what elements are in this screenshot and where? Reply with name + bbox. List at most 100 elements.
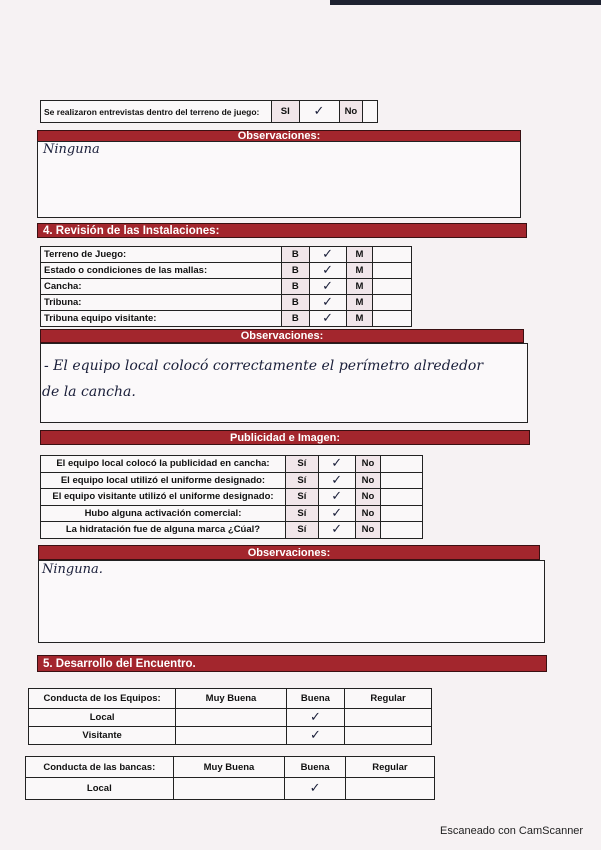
conduct-label: Local — [25, 777, 174, 800]
option-b: B — [281, 294, 310, 311]
installation-row: Tribuna equipo visitante: B ✓ M — [39, 310, 412, 327]
option-m: M — [345, 278, 374, 295]
publicidad-label: El equipo local colocó la publicidad en … — [40, 455, 286, 473]
conduct-checkbox-buena[interactable]: ✓ — [285, 708, 346, 727]
installation-row: Terreno de Juego: B ✓ M — [39, 246, 412, 263]
publicidad-label: El equipo visitante utilizó el uniforme … — [40, 488, 286, 506]
option-m: M — [345, 310, 374, 327]
installation-label: Tribuna: — [39, 294, 283, 311]
option-si: Sí — [284, 455, 319, 473]
conduct-header-row: Conducta de las bancas: Muy Buena Buena Reg… — [25, 756, 436, 778]
option-si: Sí — [284, 504, 319, 522]
publicidad-row: El equipo visitante utilizó el uniforme … — [40, 488, 423, 506]
conduct-row: Local ✓ — [27, 708, 432, 727]
observations-3-box[interactable]: Ninguna. — [38, 560, 545, 643]
observations-3-header: Observaciones: — [38, 545, 540, 560]
m-checkbox[interactable] — [372, 246, 412, 263]
m-checkbox[interactable] — [372, 278, 412, 295]
b-checkbox[interactable]: ✓ — [308, 262, 347, 279]
conduct-header: Conducta de los Equipos: — [27, 688, 177, 709]
conduct-header: Regular — [344, 756, 436, 778]
option-si: Sí — [284, 521, 319, 539]
installations-table: Terreno de Juego: B ✓ M Estado o condiciones… — [39, 246, 412, 327]
interview-no: No — [338, 100, 364, 123]
si-checkbox[interactable]: ✓ — [317, 521, 356, 539]
publicidad-label: Hubo alguna activación comercial: — [40, 504, 286, 522]
option-b: B — [281, 310, 310, 327]
conduct-header: Regular — [344, 688, 432, 709]
no-checkbox[interactable] — [380, 521, 423, 539]
installation-row: Estado o condiciones de las mallas: B ✓ M — [39, 262, 412, 279]
conduct-header: Buena — [285, 688, 346, 709]
b-checkbox[interactable]: ✓ — [308, 294, 347, 311]
bench-conduct-table: Conducta de las bancas: Muy Buena Buena Reg… — [25, 756, 436, 800]
si-checkbox[interactable]: ✓ — [317, 471, 356, 489]
m-checkbox[interactable] — [372, 262, 412, 279]
m-checkbox[interactable] — [372, 310, 412, 327]
conduct-checkbox-regular[interactable] — [344, 726, 432, 745]
option-m: M — [345, 294, 374, 311]
conduct-label: Local — [27, 708, 177, 727]
si-checkbox[interactable]: ✓ — [317, 455, 356, 473]
observations-1-text: Ninguna — [43, 142, 100, 157]
conduct-row: Local ✓ — [25, 777, 436, 800]
conduct-checkbox-muy-buena[interactable] — [175, 726, 287, 745]
section-5-header: 5. Desarrollo del Encuentro. — [37, 655, 547, 672]
option-no: No — [354, 455, 382, 473]
option-si: Sí — [284, 471, 319, 489]
publicidad-row: La hidratación fue de alguna marca ¿Cúal… — [40, 521, 423, 539]
interview-no-box[interactable] — [362, 100, 378, 123]
section-4-header: 4. Revisión de las Instalaciones: — [37, 223, 527, 238]
interview-mark[interactable]: ✓ — [298, 100, 340, 123]
conduct-checkbox-buena[interactable]: ✓ — [284, 777, 346, 800]
option-no: No — [354, 504, 382, 522]
observations-2-line2: de la cancha. — [42, 384, 136, 400]
b-checkbox[interactable]: ✓ — [308, 246, 347, 263]
conduct-checkbox-buena[interactable]: ✓ — [285, 726, 346, 745]
conduct-header: Buena — [284, 756, 346, 778]
option-b: B — [281, 278, 310, 295]
installation-label: Tribuna equipo visitante: — [39, 310, 283, 327]
b-checkbox[interactable]: ✓ — [308, 278, 347, 295]
installation-label: Terreno de Juego: — [39, 246, 283, 263]
installation-label: Estado o condiciones de las mallas: — [39, 262, 283, 279]
conduct-checkbox-regular[interactable] — [344, 777, 436, 800]
installation-row: Cancha: B ✓ M — [39, 278, 412, 295]
si-checkbox[interactable]: ✓ — [317, 488, 356, 506]
conduct-checkbox-muy-buena[interactable] — [172, 777, 286, 800]
publicidad-row: Hubo alguna activación comercial: Sí ✓ No — [40, 504, 423, 522]
option-b: B — [281, 246, 310, 263]
option-si: Sí — [284, 488, 319, 506]
scanner-watermark: Escaneado con CamScanner — [440, 825, 584, 837]
team-conduct-table: Conducta de los Equipos: Muy Buena Buena Re… — [27, 688, 432, 745]
option-m: M — [345, 246, 374, 263]
option-no: No — [354, 488, 382, 506]
si-checkbox[interactable]: ✓ — [317, 504, 356, 522]
no-checkbox[interactable] — [380, 488, 423, 506]
observations-2-header: Observaciones: — [40, 329, 524, 343]
conduct-checkbox-muy-buena[interactable] — [175, 708, 287, 727]
option-no: No — [354, 521, 382, 539]
observations-2-box[interactable]: - El equipo local colocó correctamente e… — [40, 343, 528, 423]
publicidad-header: Publicidad e Imagen: — [40, 430, 530, 445]
option-b: B — [281, 262, 310, 279]
no-checkbox[interactable] — [380, 504, 423, 522]
no-checkbox[interactable] — [380, 455, 423, 473]
conduct-header: Muy Buena — [172, 756, 286, 778]
conduct-checkbox-regular[interactable] — [344, 708, 432, 727]
installation-row: Tribuna: B ✓ M — [39, 294, 412, 311]
b-checkbox[interactable]: ✓ — [308, 310, 347, 327]
installation-label: Cancha: — [39, 278, 283, 295]
scan-edge — [330, 0, 601, 5]
option-no: No — [354, 471, 382, 489]
observations-1-box[interactable]: Ninguna — [37, 141, 521, 218]
conduct-header: Conducta de las bancas: — [25, 756, 174, 778]
conduct-row: Visitante ✓ — [27, 726, 432, 745]
conduct-header: Muy Buena — [175, 688, 287, 709]
interview-label: Se realizaron entrevistas dentro del ter… — [39, 100, 273, 123]
no-checkbox[interactable] — [380, 471, 423, 489]
interview-table: Se realizaron entrevistas dentro del ter… — [39, 100, 378, 123]
conduct-header-row: Conducta de los Equipos: Muy Buena Buena Re… — [27, 688, 432, 709]
m-checkbox[interactable] — [372, 294, 412, 311]
